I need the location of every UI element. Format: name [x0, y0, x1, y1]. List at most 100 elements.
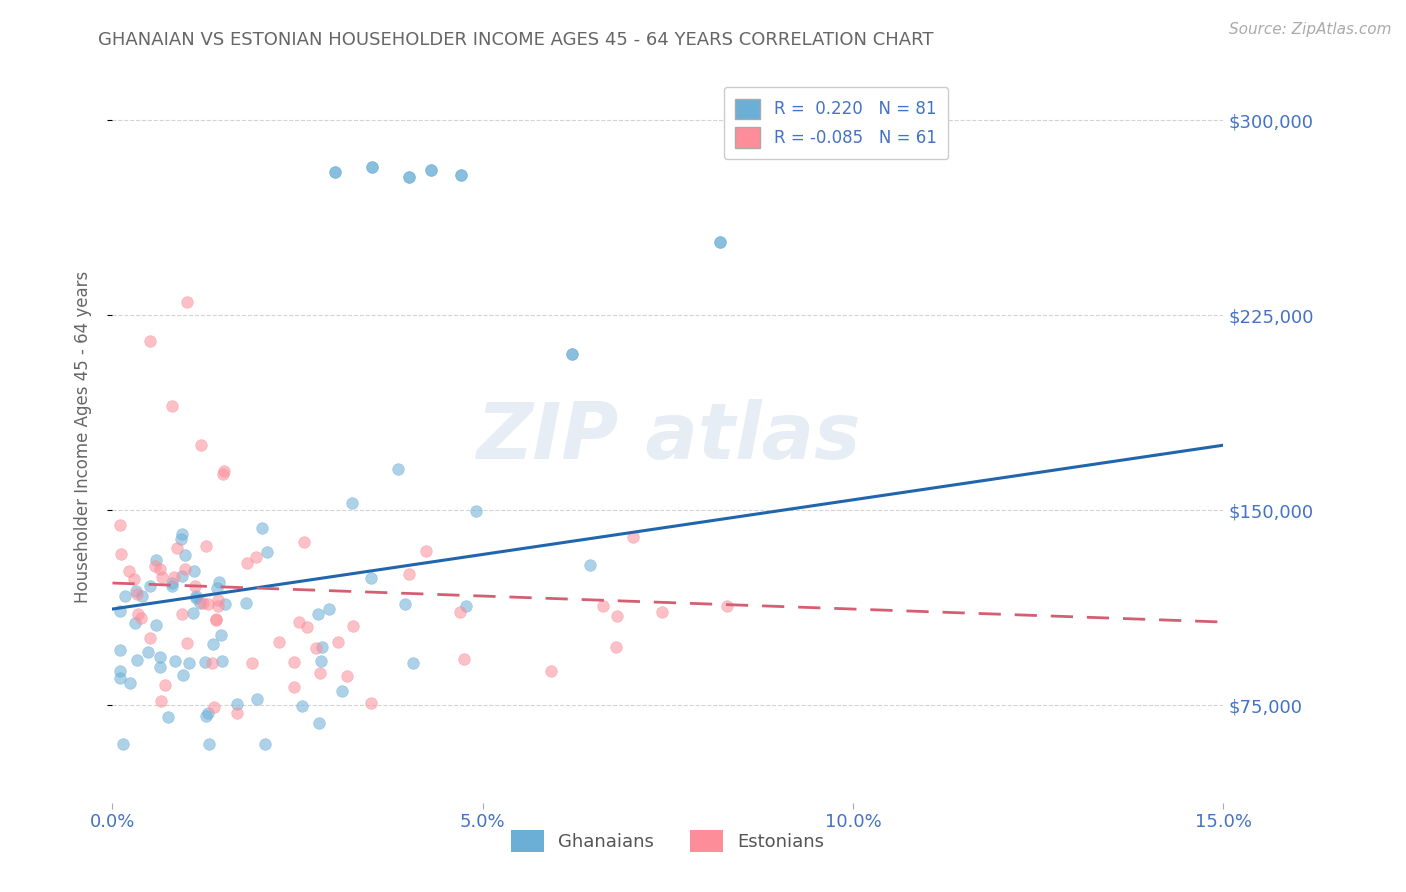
- Point: [360, 697, 382, 711]
- Point: [170, 532, 193, 546]
- Point: [120, 676, 142, 690]
- Point: [204, 612, 226, 626]
- Point: [328, 635, 350, 649]
- Point: [250, 521, 273, 535]
- Point: [131, 589, 153, 603]
- Point: [138, 334, 160, 348]
- Point: [621, 530, 644, 544]
- Point: [191, 596, 214, 610]
- Point: [176, 635, 198, 649]
- Point: [561, 347, 583, 361]
- Point: [253, 737, 276, 751]
- Point: [139, 631, 162, 645]
- Point: [256, 545, 278, 559]
- Point: [108, 671, 131, 685]
- Point: [360, 160, 382, 174]
- Point: [160, 399, 183, 413]
- Point: [166, 541, 188, 555]
- Point: [172, 527, 194, 541]
- Point: [291, 699, 314, 714]
- Point: [194, 655, 217, 669]
- Point: [195, 539, 218, 553]
- Point: [651, 605, 673, 619]
- Point: [330, 684, 353, 698]
- Point: [387, 462, 409, 476]
- Point: [183, 564, 205, 578]
- Point: [323, 165, 346, 179]
- Point: [181, 606, 204, 620]
- Point: [283, 680, 305, 694]
- Point: [150, 694, 173, 708]
- Point: [184, 579, 207, 593]
- Point: [122, 572, 145, 586]
- Point: [340, 495, 363, 509]
- Point: [240, 656, 263, 670]
- Point: [124, 616, 146, 631]
- Point: [288, 615, 311, 629]
- Point: [453, 652, 475, 666]
- Point: [318, 602, 340, 616]
- Point: [198, 737, 221, 751]
- Point: [283, 655, 305, 669]
- Point: [308, 666, 330, 681]
- Point: [211, 467, 233, 482]
- Point: [207, 593, 229, 607]
- Point: [311, 654, 333, 668]
- Point: [225, 697, 247, 711]
- Point: [108, 664, 131, 678]
- Point: [149, 650, 172, 665]
- Point: [236, 556, 259, 570]
- Point: [112, 737, 135, 751]
- Point: [110, 547, 132, 561]
- Text: GHANAIAN VS ESTONIAN HOUSEHOLDER INCOME AGES 45 - 64 YEARS CORRELATION CHART: GHANAIAN VS ESTONIAN HOUSEHOLDER INCOME …: [98, 31, 934, 49]
- Point: [194, 709, 217, 723]
- Point: [145, 559, 167, 574]
- Point: [398, 566, 420, 581]
- Point: [212, 464, 235, 478]
- Point: [295, 620, 318, 634]
- Point: [709, 235, 731, 250]
- Point: [311, 640, 333, 655]
- Point: [118, 565, 141, 579]
- Legend: Ghanaians, Estonians: Ghanaians, Estonians: [505, 823, 831, 860]
- Point: [139, 579, 162, 593]
- Point: [172, 568, 194, 582]
- Point: [579, 558, 602, 572]
- Point: [540, 664, 562, 678]
- Point: [211, 654, 233, 668]
- Point: [108, 604, 131, 618]
- Point: [202, 699, 225, 714]
- Point: [200, 656, 222, 670]
- Point: [335, 669, 357, 683]
- Point: [208, 574, 231, 589]
- Point: [207, 599, 229, 614]
- Point: [214, 597, 236, 611]
- Point: [174, 562, 197, 576]
- Point: [342, 619, 364, 633]
- Point: [202, 637, 225, 651]
- Point: [145, 552, 167, 566]
- Point: [394, 597, 416, 611]
- Point: [127, 653, 149, 667]
- Point: [419, 162, 441, 177]
- Point: [184, 591, 207, 605]
- Point: [163, 570, 186, 584]
- Point: [398, 170, 420, 185]
- Text: Source: ZipAtlas.com: Source: ZipAtlas.com: [1229, 22, 1392, 37]
- Point: [150, 570, 173, 584]
- Point: [129, 611, 152, 625]
- Point: [305, 641, 328, 656]
- Point: [125, 583, 148, 598]
- Point: [419, 162, 441, 177]
- Point: [307, 607, 329, 621]
- Point: [449, 605, 471, 619]
- Point: [125, 587, 148, 601]
- Point: [415, 543, 437, 558]
- Point: [110, 517, 132, 532]
- Point: [605, 640, 627, 655]
- Point: [205, 613, 228, 627]
- Point: [402, 656, 425, 670]
- Point: [292, 534, 315, 549]
- Point: [456, 599, 478, 614]
- Point: [108, 643, 131, 657]
